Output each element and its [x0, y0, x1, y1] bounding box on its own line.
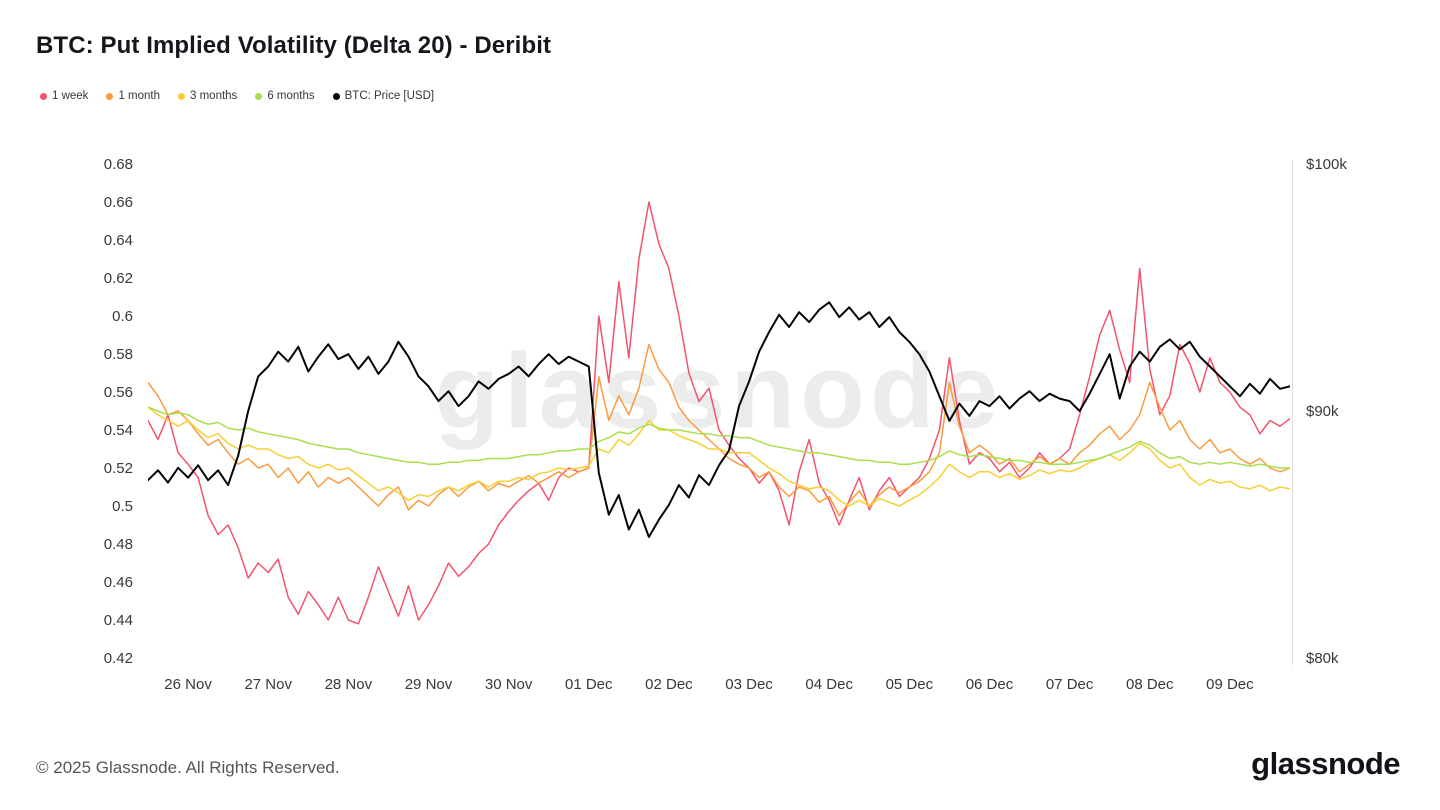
series-line-3-months — [148, 406, 1290, 507]
left-axis-tick: 0.48 — [103, 536, 133, 553]
series-line-btc-price-usd- — [148, 301, 1290, 538]
legend-item-6-months[interactable]: 6 months — [255, 90, 315, 102]
left-axis-tick: 0.5 — [112, 498, 133, 515]
page-title: BTC: Put Implied Volatility (Delta 20) -… — [36, 32, 552, 59]
legend-dot — [255, 92, 263, 100]
x-axis-tick: 05 Dec — [885, 676, 934, 693]
legend-dot — [106, 92, 114, 100]
legend: 1 week 1 month 3 months 6 months BTC: Price … — [40, 90, 434, 102]
left-axis-tick: 0.52 — [103, 460, 133, 477]
x-axis-tick: 02 Dec — [645, 676, 693, 693]
legend-dot — [332, 92, 340, 100]
x-axis-tick: 04 Dec — [805, 676, 853, 693]
left-axis-tick: 0.68 — [103, 156, 133, 173]
legend-item-1-week[interactable]: 1 week — [40, 90, 88, 102]
right-axis-spine — [1292, 160, 1293, 665]
series-line-6-months — [148, 406, 1290, 469]
x-axis-tick: 27 Nov — [244, 676, 292, 693]
x-axis-tick: 09 Dec — [1206, 676, 1254, 693]
legend-item-btc-price-usd-[interactable]: BTC: Price [USD] — [332, 90, 435, 102]
legend-dot — [178, 92, 185, 100]
copyright-text: © 2025 Glassnode. All Rights Reserved. — [36, 758, 340, 777]
x-axis-tick: 30 Nov — [484, 676, 533, 693]
left-axis-tick: 0.58 — [103, 346, 133, 363]
legend-label: 6 months — [267, 90, 315, 102]
x-axis-tick: 28 Nov — [324, 676, 373, 693]
left-axis-tick: 0.46 — [103, 574, 133, 591]
series-line-1-week — [148, 201, 1290, 625]
x-axis-tick: 26 Nov — [164, 676, 212, 693]
right-axis-tick: $100k — [1306, 156, 1347, 173]
left-axis-tick: 0.54 — [103, 422, 133, 439]
x-axis-tick: 06 Dec — [965, 676, 1014, 693]
x-axis-tick: 07 Dec — [1045, 676, 1094, 693]
x-axis-tick: 01 Dec — [565, 676, 613, 693]
left-axis-tick: 0.6 — [112, 308, 133, 325]
legend-item-1-month[interactable]: 1 month — [106, 90, 160, 102]
left-axis-tick: 0.42 — [103, 650, 133, 667]
glassnode-logo: glassnode — [1251, 746, 1400, 781]
legend-dot — [40, 92, 47, 100]
x-axis-tick: 03 Dec — [725, 676, 773, 693]
x-axis-tick: 08 Dec — [1125, 676, 1174, 693]
left-axis-tick: 0.56 — [103, 384, 133, 401]
legend-label: 1 month — [118, 90, 160, 102]
legend-label: BTC: Price [USD] — [344, 90, 435, 102]
left-axis-tick: 0.62 — [103, 270, 133, 287]
left-axis-tick: 0.64 — [103, 232, 133, 249]
chart-plot[interactable] — [148, 164, 1290, 658]
legend-label: 1 week — [52, 90, 89, 102]
legend-label: 3 months — [190, 90, 238, 102]
right-axis-tick: $80k — [1306, 650, 1339, 667]
x-axis-tick: 29 Nov — [404, 676, 453, 693]
left-axis-tick: 0.44 — [103, 612, 133, 629]
legend-item-3-months[interactable]: 3 months — [178, 90, 237, 102]
left-axis-tick: 0.66 — [103, 194, 133, 211]
right-axis-tick: $90k — [1306, 403, 1339, 420]
